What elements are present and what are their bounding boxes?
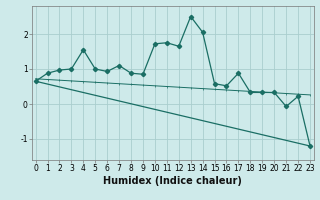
X-axis label: Humidex (Indice chaleur): Humidex (Indice chaleur) [103,176,242,186]
